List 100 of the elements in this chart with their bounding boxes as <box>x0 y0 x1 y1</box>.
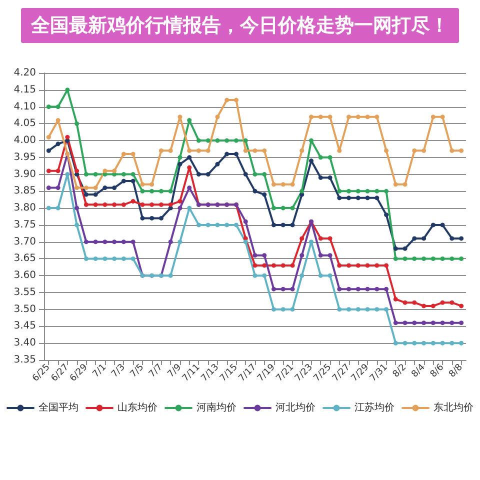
point <box>328 175 332 180</box>
point <box>280 222 286 228</box>
point <box>93 256 98 261</box>
point <box>337 196 342 200</box>
point <box>121 202 126 207</box>
point <box>346 286 352 292</box>
point <box>168 202 173 207</box>
point <box>56 206 60 210</box>
point <box>272 307 276 312</box>
point <box>384 188 389 194</box>
point <box>412 236 417 241</box>
point <box>74 206 80 210</box>
point <box>290 206 295 210</box>
point <box>130 199 136 204</box>
point <box>158 202 164 207</box>
point <box>430 256 436 261</box>
point <box>46 148 51 153</box>
point <box>206 148 210 153</box>
point <box>224 222 230 228</box>
x-tick-label: 7/1 <box>91 362 108 380</box>
point <box>422 236 426 241</box>
point <box>168 240 173 244</box>
point <box>215 222 220 228</box>
point <box>422 304 426 308</box>
point <box>215 138 220 143</box>
point <box>215 162 220 166</box>
point <box>402 300 408 305</box>
point <box>393 182 398 187</box>
y-tick-label: 3.95 <box>14 152 36 163</box>
point <box>206 222 210 228</box>
point <box>65 172 70 177</box>
point <box>140 188 145 194</box>
point <box>262 253 267 258</box>
point <box>243 138 248 143</box>
point <box>272 206 276 210</box>
point <box>168 188 173 194</box>
point <box>290 222 295 228</box>
point <box>84 240 88 244</box>
point <box>102 202 108 207</box>
point <box>93 186 98 190</box>
point <box>262 172 267 177</box>
point <box>84 256 88 261</box>
point <box>252 188 258 194</box>
point <box>430 320 436 326</box>
point <box>374 286 380 292</box>
y-tick-label: 3.65 <box>14 253 36 264</box>
point <box>450 236 454 241</box>
point <box>450 320 454 326</box>
point <box>356 263 360 268</box>
point <box>300 188 304 194</box>
point <box>328 155 332 160</box>
point <box>384 148 389 153</box>
point <box>393 246 398 251</box>
point <box>56 104 60 110</box>
point <box>365 286 370 292</box>
point <box>168 273 173 278</box>
point <box>84 192 88 197</box>
point <box>374 188 380 194</box>
y-tick-label: 3.85 <box>14 186 36 197</box>
point <box>309 138 314 143</box>
point <box>290 286 295 292</box>
point <box>412 256 417 261</box>
point <box>280 182 286 187</box>
point <box>346 196 352 200</box>
point <box>196 222 201 228</box>
point <box>280 263 286 268</box>
point <box>459 304 464 308</box>
point <box>102 256 108 261</box>
y-tick-label: 4.10 <box>14 101 36 112</box>
point <box>374 114 380 120</box>
point <box>150 216 154 220</box>
point <box>374 196 380 200</box>
point <box>130 256 136 261</box>
point <box>243 148 248 153</box>
x-tick-label: 8/4 <box>410 362 428 380</box>
point <box>337 188 342 194</box>
point <box>272 263 276 268</box>
point <box>356 307 360 312</box>
point <box>243 240 248 244</box>
y-tick-label: 3.70 <box>14 236 36 248</box>
point <box>102 240 108 244</box>
point <box>459 256 464 261</box>
point <box>346 114 352 120</box>
point <box>412 148 417 153</box>
legend-label: 东北均价 <box>434 402 474 414</box>
point <box>402 320 408 326</box>
point <box>346 263 352 268</box>
point <box>318 114 323 120</box>
point <box>130 240 136 244</box>
point <box>46 104 51 110</box>
point <box>93 240 98 244</box>
point <box>440 340 445 346</box>
x-tick-label: 7/9 <box>166 362 184 380</box>
point <box>84 172 88 177</box>
point <box>272 286 276 292</box>
point <box>422 148 426 153</box>
point <box>346 188 352 194</box>
point <box>158 148 164 153</box>
point <box>309 114 314 120</box>
point <box>337 263 342 268</box>
